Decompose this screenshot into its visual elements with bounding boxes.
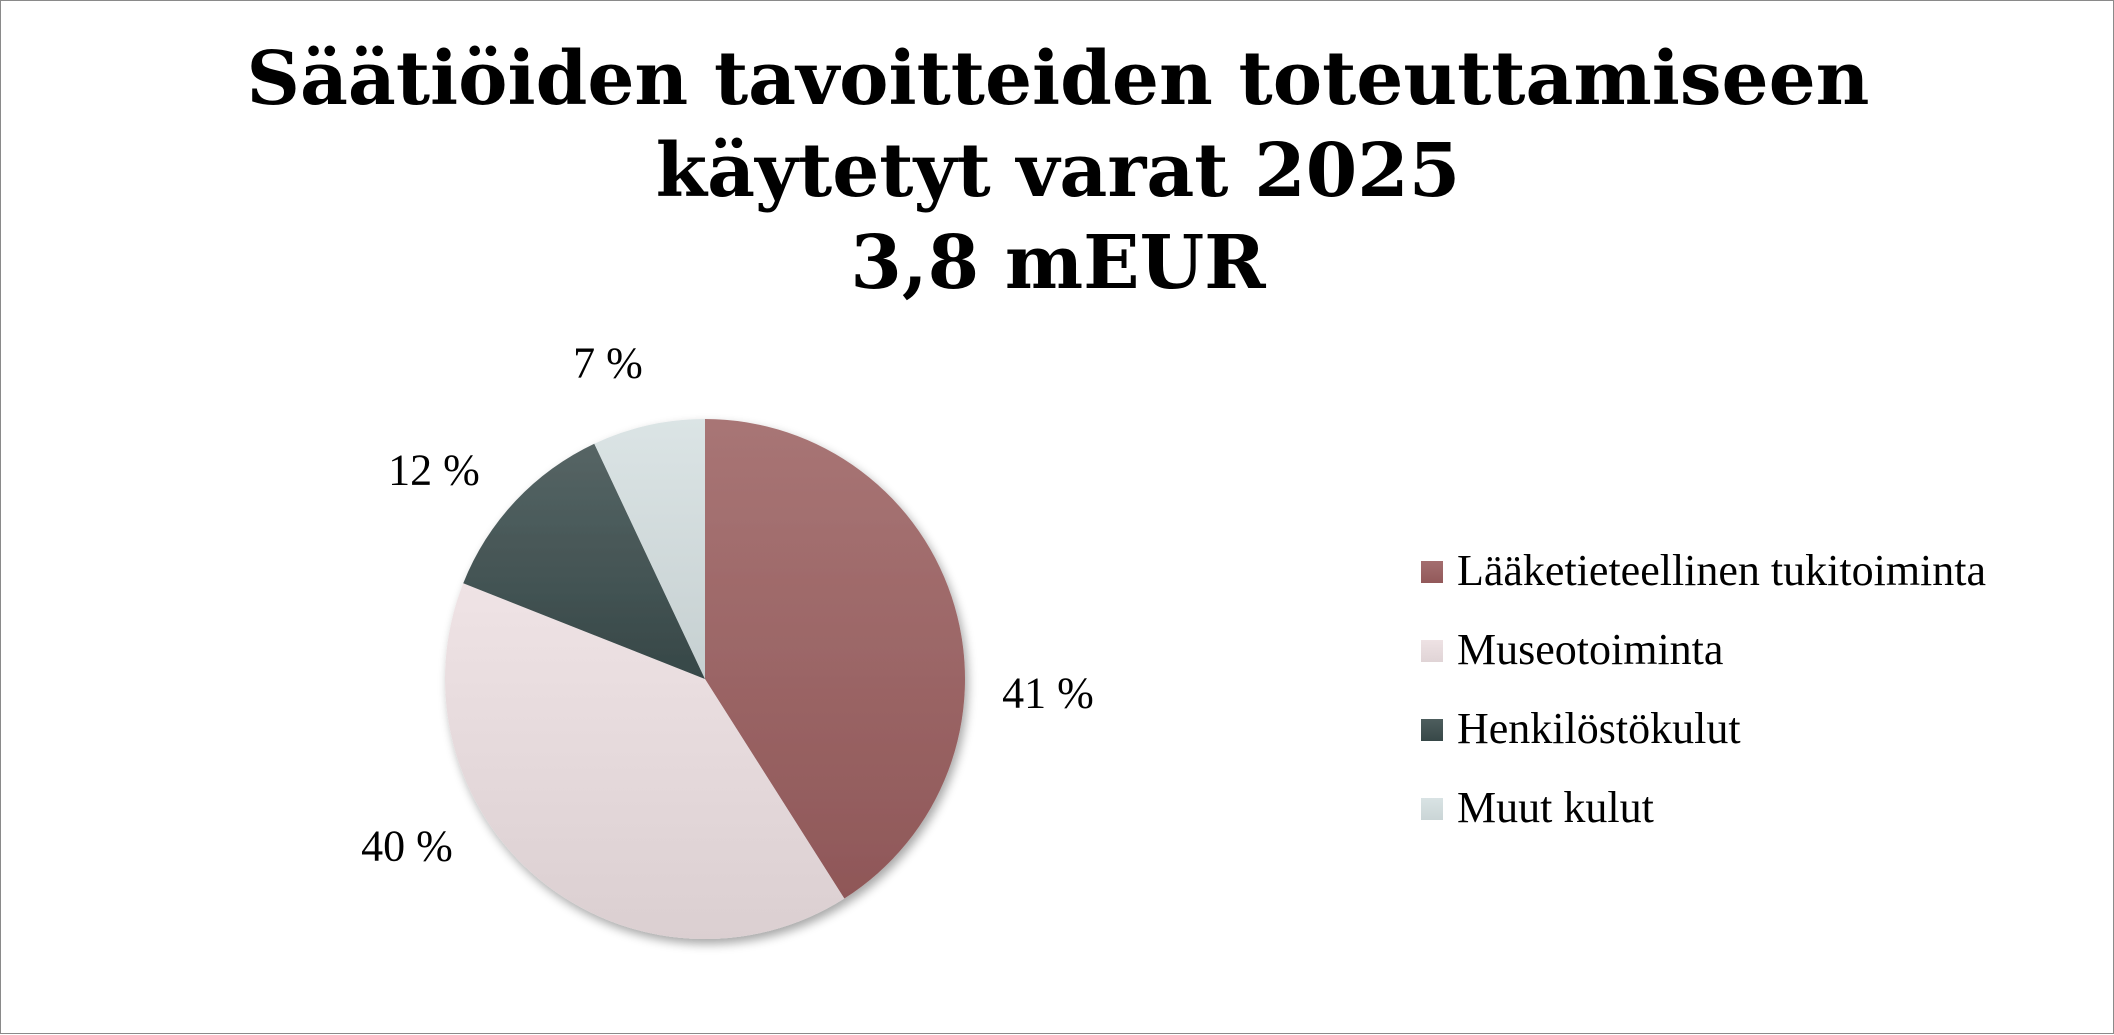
- legend-item-laaketieteellinen: Lääketieteellinen tukitoiminta: [1421, 541, 2101, 601]
- pie-label-laaketieteellinen: 41 %: [1002, 668, 1094, 718]
- chart-title-line-3: 3,8 mEUR: [850, 220, 1266, 306]
- chart-title-line-1: Säätiöiden tavoitteiden toteuttamiseen: [246, 36, 1870, 122]
- chart-title: Säätiöiden tavoitteiden toteuttamiseen k…: [1, 33, 2114, 309]
- legend-label: Henkilöstökulut: [1457, 704, 1741, 753]
- pie-label-museotoiminta: 40 %: [361, 821, 453, 871]
- legend-item-museotoiminta: Museotoiminta: [1421, 620, 2101, 680]
- pie-label-henkilostokulut: 12 %: [388, 445, 480, 495]
- legend-swatch: [1421, 640, 1443, 662]
- legend-label: Museotoiminta: [1457, 625, 1724, 674]
- pie-slice-henkilostokulut: [463, 443, 705, 679]
- legend-swatch: [1421, 798, 1443, 820]
- chart-title-line-2: käytetyt varat 2025: [655, 128, 1461, 214]
- pie-slice-muut-kulut: [594, 419, 705, 679]
- legend-swatch: [1421, 719, 1443, 741]
- legend-label: Muut kulut: [1457, 783, 1654, 832]
- pie-label-muut-kulut: 7 %: [573, 338, 643, 388]
- pie-slice-museotoiminta: [445, 583, 845, 939]
- pie-slice-laaketieteellinen: [705, 419, 966, 899]
- legend-item-henkilostokulut: Henkilöstökulut: [1421, 699, 2101, 759]
- legend-item-muut-kulut: Muut kulut: [1421, 778, 2101, 838]
- legend-swatch: [1421, 561, 1443, 583]
- legend-label: Lääketieteellinen tukitoiminta: [1457, 546, 1987, 595]
